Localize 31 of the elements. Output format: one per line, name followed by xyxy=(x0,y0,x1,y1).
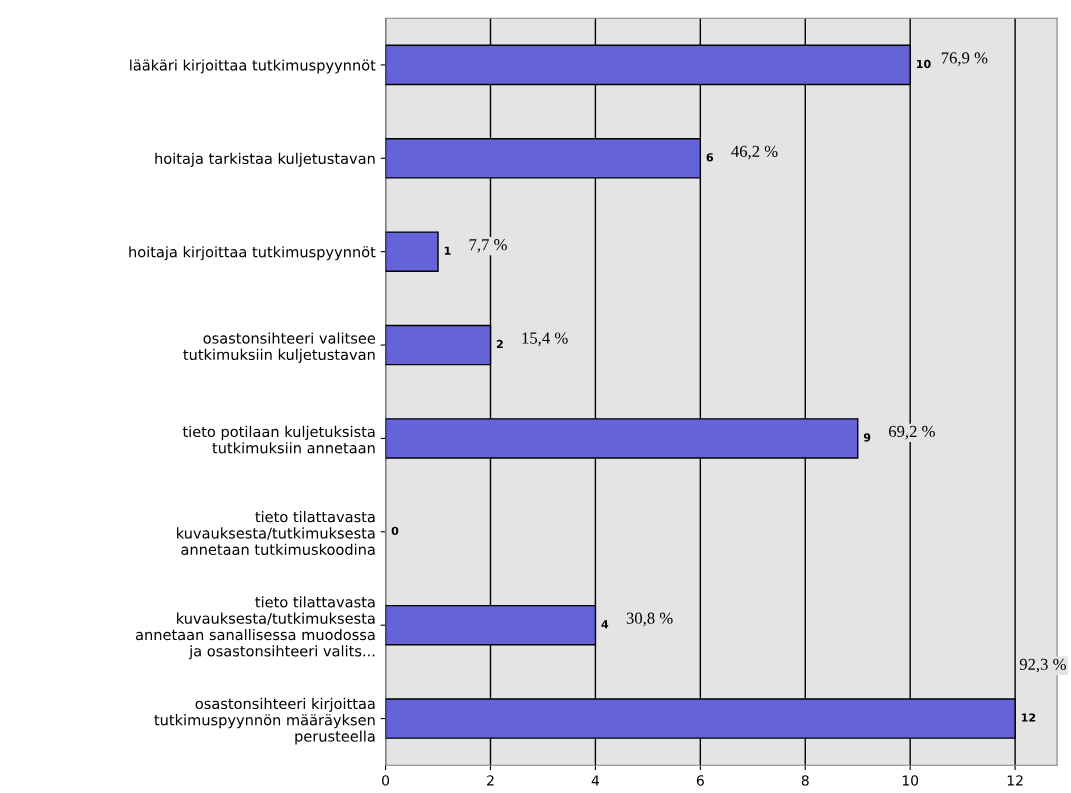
data-label: 12 xyxy=(1021,713,1036,722)
data-label: 6 xyxy=(706,153,714,162)
annotation: 76,9 % xyxy=(941,52,988,66)
annotation: 46,2 % xyxy=(731,145,778,160)
data-label: 10 xyxy=(916,59,931,69)
annotation: 15,4 % xyxy=(522,332,568,347)
x-tick-label: 8 xyxy=(801,775,809,786)
x-tick-label: 0 xyxy=(382,775,390,786)
annotation: 69,2 % xyxy=(888,425,935,440)
annotation: 30,8 % xyxy=(626,612,673,627)
y-tick-label: tieto tilattavasta kuvauksesta/tutkimuksesta annetaan tutkimuskoodina xyxy=(177,511,375,555)
data-label: 1 xyxy=(444,246,451,255)
y-tick-label: osastonsihteeri valitsee tutkimuksiin kuljetustavan xyxy=(183,332,376,363)
y-tick-label: lääkäri kirjoittaa tutkimuspyynnöt xyxy=(130,59,376,74)
y-tick-label: hoitaja kirjoittaa tutkimuspyynnöt xyxy=(129,246,376,261)
y-tick-label: tieto tilattavasta kuvauksesta/tutkimuksesta annetaan sanallisessa muodossa ja osastonsihteeri valits... xyxy=(135,596,375,660)
data-label: 4 xyxy=(601,620,609,629)
data-label: 2 xyxy=(496,339,503,349)
y-tick-label: osastonsihteeri kirjoittaa tutkimuspyynnön määräyksen perusteella xyxy=(154,697,375,745)
x-tick-label: 12 xyxy=(1007,775,1023,786)
x-tick-label: 4 xyxy=(591,775,600,786)
data-label: 0 xyxy=(391,526,399,536)
data-label: 9 xyxy=(863,433,871,442)
x-tick-label: 10 xyxy=(902,775,919,786)
x-tick-label: 2 xyxy=(487,775,494,786)
x-tick-label: 6 xyxy=(696,775,704,786)
annotation: 7,7 % xyxy=(469,239,507,253)
bar xyxy=(385,231,439,272)
y-tick-label: hoitaja tarkistaa kuljetustavan xyxy=(155,152,375,167)
y-tick-label: tieto potilaan kuljetuksista tutkimuksiin annetaan xyxy=(182,425,375,454)
annotation: 92,3 % xyxy=(1019,658,1066,673)
